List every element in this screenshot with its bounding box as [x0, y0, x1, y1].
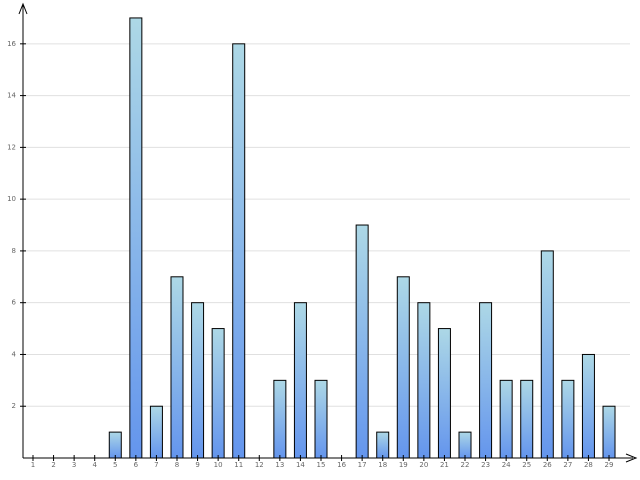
y-tick-label: 8	[12, 247, 16, 255]
bar	[581, 353, 595, 459]
bar	[211, 328, 225, 459]
x-tick-label: 22	[461, 461, 470, 469]
y-tick-label: 6	[12, 299, 17, 307]
x-tick-label: 17	[358, 461, 367, 469]
bar	[602, 405, 616, 459]
bar	[437, 328, 451, 459]
x-tick-label: 1	[31, 461, 35, 469]
y-tick-label: 14	[7, 92, 16, 100]
bar	[396, 276, 410, 459]
x-tick-label: 19	[399, 461, 408, 469]
x-tick-label: 12	[255, 461, 264, 469]
bars	[108, 17, 616, 459]
y-tick-label: 12	[7, 143, 16, 151]
bar	[170, 276, 184, 459]
x-tick-label: 26	[543, 461, 552, 469]
x-tick-label: 15	[317, 461, 326, 469]
x-tick-label: 23	[481, 461, 490, 469]
x-tick-label: 14	[296, 461, 305, 469]
bar	[458, 431, 472, 459]
bar	[314, 379, 328, 459]
x-tick-label: 7	[154, 461, 158, 469]
x-tick-label: 9	[195, 461, 199, 469]
x-tick-label: 10	[214, 461, 223, 469]
bar	[355, 224, 369, 459]
x-tick-label: 11	[234, 461, 243, 469]
x-tick-label: 18	[378, 461, 387, 469]
bar	[191, 302, 205, 459]
y-tick-label: 16	[7, 40, 16, 48]
x-tick-label: 27	[563, 461, 572, 469]
y-tick-label: 2	[12, 402, 16, 410]
y-tick-label: 10	[7, 195, 16, 203]
x-tick-label: 21	[440, 461, 449, 469]
x-tick-label: 24	[502, 461, 511, 469]
y-tick-label: 4	[12, 350, 17, 358]
bar	[129, 17, 143, 459]
x-tick-label: 25	[522, 461, 531, 469]
x-tick-label: 3	[72, 461, 76, 469]
bar	[376, 431, 390, 459]
bar	[149, 405, 163, 459]
x-tick-label: 20	[419, 461, 428, 469]
x-tick-label: 2	[51, 461, 55, 469]
x-tick-label: 8	[175, 461, 179, 469]
x-tick-label: 6	[134, 461, 139, 469]
x-tick-label: 4	[92, 461, 97, 469]
bar	[479, 302, 493, 459]
bar	[499, 379, 513, 459]
bar	[273, 379, 287, 459]
x-tick-label: 29	[605, 461, 614, 469]
x-tick-label: 28	[584, 461, 593, 469]
x-axis-arrow	[625, 453, 638, 463]
x-tick-label: 13	[275, 461, 284, 469]
x-tick-label: 16	[337, 461, 346, 469]
bar	[520, 379, 534, 459]
bar	[540, 250, 554, 459]
y-axis-arrow	[18, 2, 28, 15]
bar	[108, 431, 122, 459]
bar	[232, 43, 246, 459]
bar	[293, 302, 307, 459]
bar	[417, 302, 431, 459]
grid	[23, 43, 630, 407]
bar	[561, 379, 575, 459]
x-tick-label: 5	[113, 461, 117, 469]
